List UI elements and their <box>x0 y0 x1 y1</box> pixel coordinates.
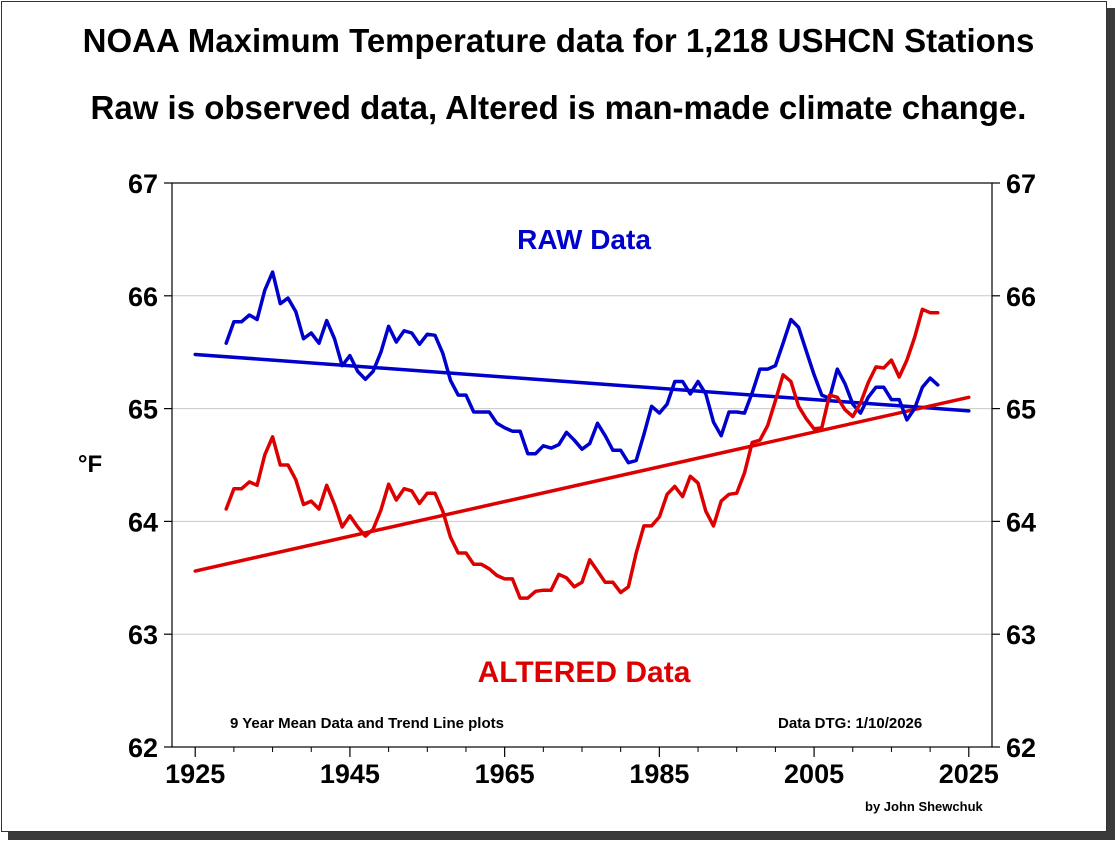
ytick-label-left: 63 <box>128 620 158 650</box>
chart-title: NOAA Maximum Temperature data for 1,218 … <box>82 22 1035 59</box>
ytick-label-right: 63 <box>1006 620 1036 650</box>
y-axis-label: °F <box>78 451 102 478</box>
trend-line-altered <box>193 395 971 573</box>
ytick-label-right: 66 <box>1006 282 1036 312</box>
ytick-label-left: 66 <box>128 282 158 312</box>
xtick-label: 1985 <box>629 759 689 789</box>
ytick-label-right: 65 <box>1006 395 1036 425</box>
altered-data-label: ALTERED Data <box>478 656 691 689</box>
chart-frame <box>1 1 1107 832</box>
xtick-label: 2005 <box>784 759 844 789</box>
series-line-raw <box>224 270 940 465</box>
ytick-label-right: 64 <box>1006 507 1036 537</box>
note-right: Data DTG: 1/10/2026 <box>778 715 922 732</box>
xtick-label: 1925 <box>165 759 225 789</box>
note-left: 9 Year Mean Data and Trend Line plots <box>230 715 504 732</box>
frame-shadow-bottom <box>8 832 1115 840</box>
chart-subtitle: Raw is observed data, Altered is man-mad… <box>90 89 1027 126</box>
ytick-label-right: 67 <box>1006 169 1036 199</box>
xtick-label: 1945 <box>320 759 380 789</box>
ytick-label-left: 64 <box>128 507 158 537</box>
axis-ticks: 62 62 63 63 64 64 65 65 66 66 67 67 1925 1945 1965 1985… <box>128 169 1036 789</box>
series-line-altered <box>224 307 940 600</box>
ytick-label-left: 67 <box>128 169 158 199</box>
xtick-label: 2025 <box>939 759 999 789</box>
ytick-label-left: 62 <box>128 733 158 763</box>
credit: by John Shewchuk <box>865 799 984 814</box>
raw-data-label: RAW Data <box>517 224 651 255</box>
xtick-label: 1965 <box>475 759 535 789</box>
ytick-label-right: 62 <box>1006 733 1036 763</box>
frame-shadow-right <box>1107 8 1115 834</box>
data-series <box>193 270 971 600</box>
ytick-label-left: 65 <box>128 395 158 425</box>
